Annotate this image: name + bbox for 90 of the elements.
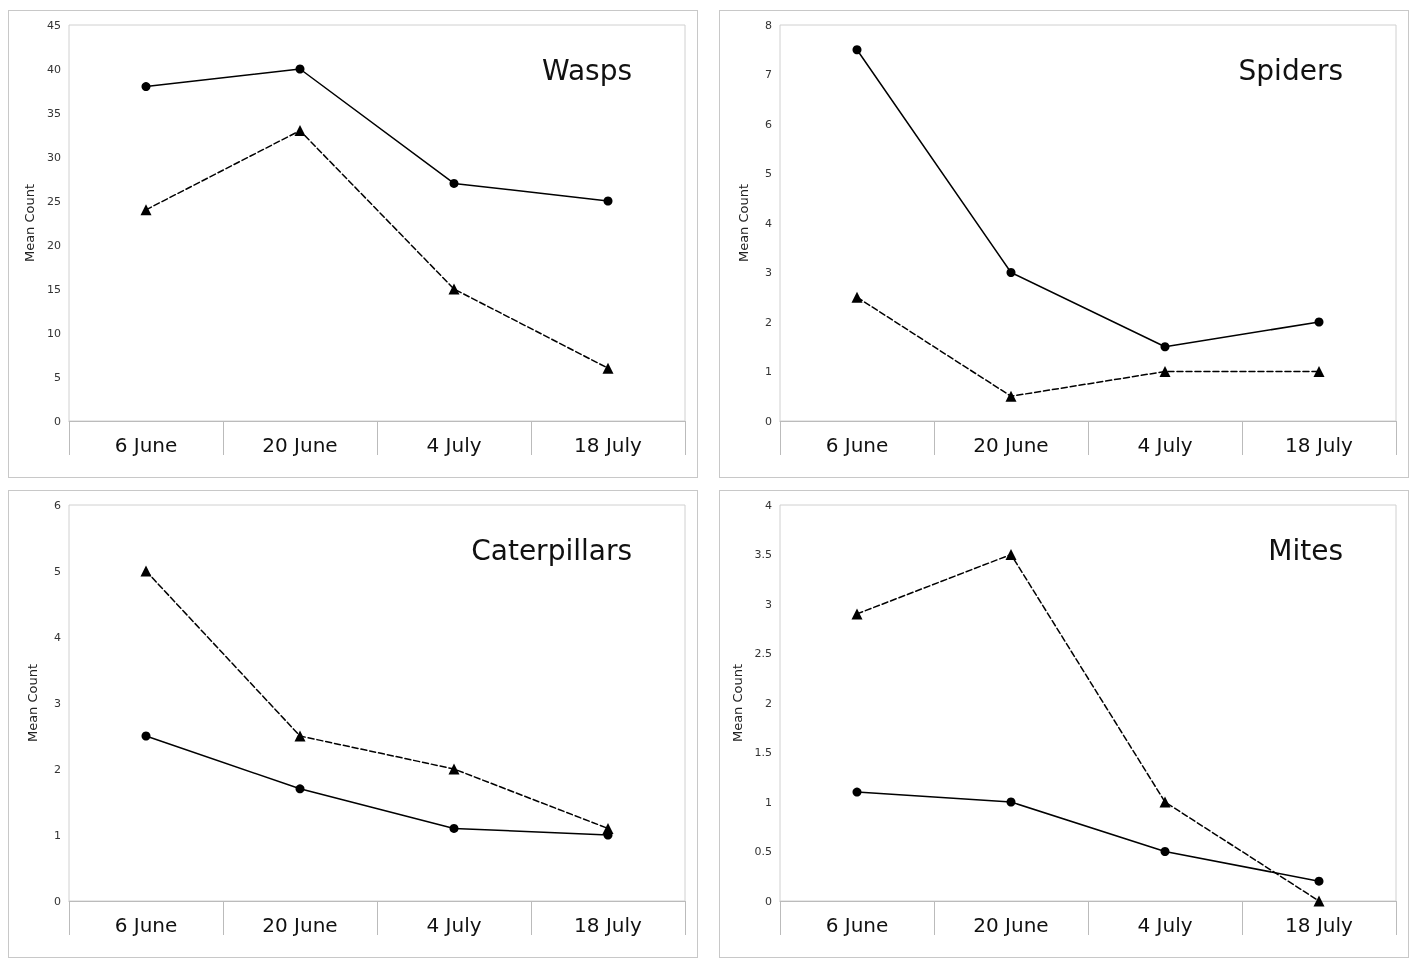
y-tick-label: 25 (47, 194, 61, 208)
y-tick-label: 10 (47, 326, 61, 340)
x-tick-label: 18 July (574, 433, 643, 457)
point (1159, 366, 1171, 377)
point (602, 362, 614, 374)
x-tick-label: 6 June (114, 433, 178, 457)
y-tick-label: 30 (47, 150, 61, 164)
point (448, 283, 460, 295)
point (140, 565, 152, 577)
y-axis-title: Mean Count (729, 663, 745, 743)
y-tick-label: 0 (54, 894, 61, 908)
point (852, 787, 862, 797)
x-tick-label: 6 June (825, 913, 889, 937)
point (851, 291, 863, 303)
y-tick-label: 4 (765, 216, 772, 230)
y-tick-label: 15 (47, 282, 61, 296)
point (294, 125, 306, 137)
x-tick-label: 4 July (1137, 433, 1193, 457)
y-tick-label: 5 (765, 167, 772, 180)
point (1314, 317, 1324, 327)
x-tick-label: 20 June (973, 913, 1049, 937)
point (602, 822, 614, 834)
x-tick-label: 18 July (1285, 433, 1354, 457)
x-tick-label: 18 July (1285, 913, 1354, 937)
point (1313, 895, 1325, 907)
point (295, 64, 305, 74)
point (449, 178, 459, 188)
text: Wasps (542, 53, 633, 87)
x-tick-label: 4 July (426, 913, 482, 937)
text: Caterpillars (471, 533, 632, 567)
y-tick-label: 40 (47, 62, 61, 76)
x-tick-label: 4 July (426, 433, 482, 457)
point (1159, 796, 1171, 808)
y-tick-label: 4 (765, 498, 772, 512)
point (603, 196, 613, 206)
y-axis-title: Mean Count (736, 183, 751, 263)
y-tick-label: 5 (54, 370, 61, 384)
x-tick-label: 20 June (262, 433, 338, 457)
point (448, 763, 460, 775)
x-tick-label: 6 June (114, 913, 178, 937)
x-tick-label: 4 July (1137, 913, 1193, 937)
point (140, 204, 152, 216)
point (141, 82, 151, 92)
y-tick-label: 3 (54, 696, 61, 710)
point (1160, 342, 1170, 352)
y-tick-label: 6 (54, 498, 61, 512)
x-tick-label: 18 July (574, 913, 643, 937)
y-axis-title: Mean Count (25, 663, 40, 743)
point (1006, 268, 1016, 277)
y-tick-label: 0 (54, 414, 61, 428)
y-axis-title: Mean Count (22, 183, 38, 263)
point (1160, 847, 1170, 856)
point (295, 784, 305, 794)
y-tick-label: 8 (765, 18, 772, 32)
point (851, 608, 863, 620)
y-tick-label: 1 (54, 828, 61, 842)
y-tick-label: 5 (54, 564, 61, 578)
y-tick-label: 3 (765, 597, 772, 611)
y-tick-label: 4 (54, 630, 61, 644)
y-tick-label: 0.5 (754, 845, 772, 858)
y-tick-label: 1 (765, 365, 772, 378)
point (852, 45, 862, 55)
y-tick-label: 45 (47, 18, 61, 32)
y-tick-label: 2 (765, 315, 772, 329)
y-tick-label: 0 (765, 414, 772, 428)
y-tick-label: 1 (765, 795, 772, 809)
point (294, 730, 306, 742)
x-tick-label: 20 June (973, 433, 1049, 457)
point (1005, 390, 1017, 402)
point (141, 731, 151, 741)
y-tick-label: 2 (765, 696, 772, 710)
point (1314, 876, 1324, 886)
x-tick-label: 20 June (262, 913, 338, 937)
y-tick-label: 0 (765, 894, 772, 908)
y-tick-label: 20 (47, 238, 61, 252)
y-tick-label: 35 (47, 106, 61, 120)
x-tick-label: 6 June (825, 433, 889, 457)
y-tick-label: 1.5 (754, 746, 772, 759)
y-tick-label: 3 (765, 266, 772, 279)
point (1006, 797, 1016, 807)
y-tick-label: 3.5 (754, 548, 772, 561)
text: Spiders (1238, 53, 1344, 87)
y-tick-label: 2.5 (754, 647, 772, 660)
text: Mites (1268, 533, 1343, 567)
point (1313, 366, 1325, 377)
y-tick-label: 6 (765, 117, 772, 131)
point (1005, 549, 1017, 560)
y-tick-label: 2 (54, 762, 61, 776)
y-tick-label: 7 (765, 68, 772, 81)
point (449, 823, 459, 833)
